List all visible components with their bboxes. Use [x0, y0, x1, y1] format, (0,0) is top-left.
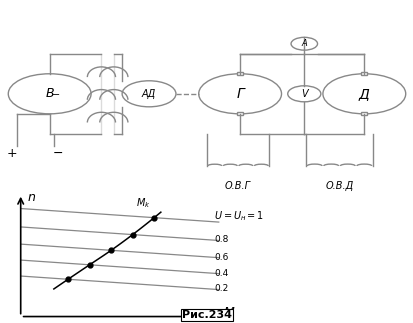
Bar — [360, 112, 367, 115]
Text: Рис.234: Рис.234 — [182, 310, 231, 320]
Text: V: V — [300, 89, 307, 99]
Text: АД: АД — [142, 89, 156, 99]
Text: −: − — [52, 90, 60, 100]
Text: Д: Д — [358, 87, 369, 101]
Text: $U=U_н=1$: $U=U_н=1$ — [214, 210, 264, 224]
Text: n: n — [27, 191, 36, 204]
Text: +: + — [7, 147, 18, 161]
Text: 0.8: 0.8 — [214, 235, 228, 245]
Text: О.В.Г: О.В.Г — [225, 181, 250, 191]
Text: $M_k$: $M_k$ — [136, 196, 150, 210]
Text: А: А — [301, 39, 306, 48]
Text: 0.6: 0.6 — [214, 253, 228, 262]
Bar — [236, 112, 243, 115]
Bar — [236, 72, 243, 75]
Text: О.В.Д: О.В.Д — [325, 181, 353, 191]
Text: −: − — [52, 147, 63, 161]
Text: Г: Г — [236, 87, 243, 101]
Text: 0.2: 0.2 — [214, 285, 228, 294]
Text: В: В — [45, 87, 54, 100]
Text: M: M — [223, 306, 234, 319]
Bar — [360, 72, 367, 75]
Text: 0.4: 0.4 — [214, 268, 228, 277]
